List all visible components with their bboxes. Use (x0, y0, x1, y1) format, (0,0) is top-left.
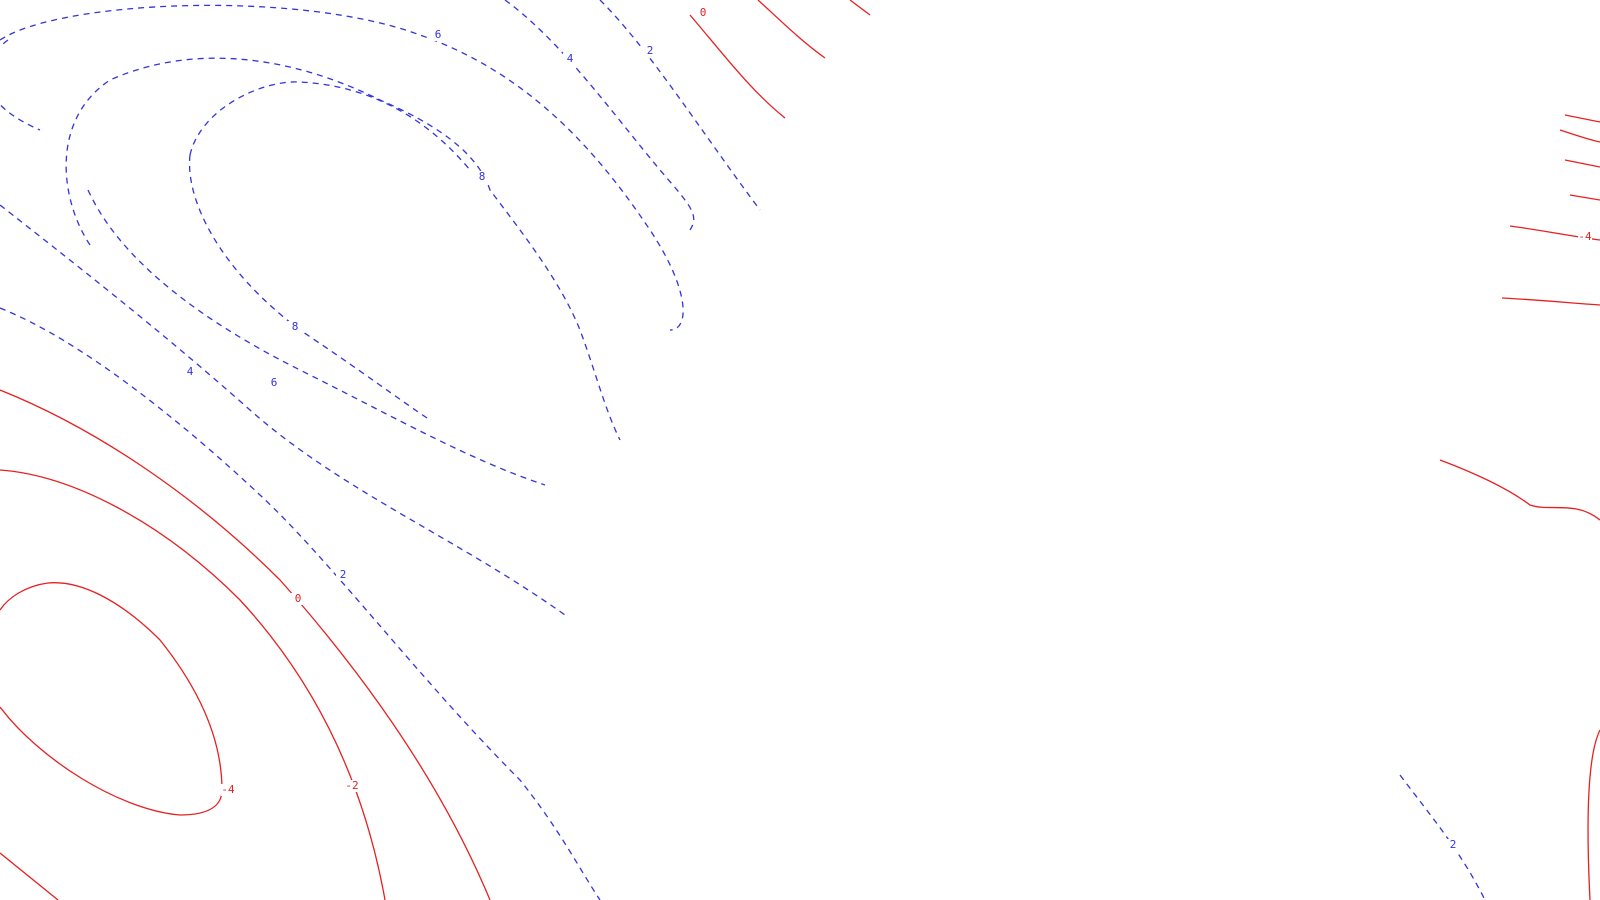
contour-line-level-neg4 (0, 852, 59, 900)
contour-line-level-0 (1439, 459, 1600, 521)
contour-line-level-0 (757, 0, 826, 59)
contour-line-level-6 (87, 189, 546, 486)
contour-line-level-neg4 (1501, 297, 1600, 306)
contour-label-background (291, 593, 305, 605)
contour-label-zero-top: 0 (700, 6, 707, 19)
contour-line-level-neg4 (1569, 194, 1600, 201)
contour-label-background (563, 53, 577, 65)
contour-labels: -4 -2 0 2 4 6 8 8 6 4 2 0 -4 2 (183, 6, 1592, 851)
contour-line-level-8 (65, 57, 621, 441)
contour-line-level-0 (0, 389, 491, 900)
contour-label-background (643, 45, 657, 57)
contour-label-two-right: 2 (1450, 838, 1457, 851)
contour-line-level-0 (689, 14, 786, 119)
contour-label-four-left: 4 (187, 365, 194, 378)
contour-line-level-neg2 (0, 469, 386, 900)
contour-label-neg4-left: -4 (221, 783, 235, 796)
contour-label-two-top: 2 (647, 44, 654, 57)
contour-label-neg2-left: -2 (345, 779, 358, 792)
contour-line-level-neg4 (0, 582, 223, 816)
contour-line-level-neg4 (1587, 729, 1600, 900)
contour-label-eight-upper: 8 (479, 170, 486, 183)
contour-label-background (696, 7, 710, 19)
contour-label-six-top: 6 (435, 28, 442, 41)
contour-label-background (288, 321, 302, 333)
contour-label-background (267, 377, 281, 389)
contour-line-level-neg4 (1564, 114, 1600, 123)
contour-label-eight-lower: 8 (292, 320, 299, 333)
contour-line-level-2 (599, 0, 761, 211)
contour-line-level-6 (0, 4, 684, 331)
contour-label-six-left: 6 (271, 376, 278, 389)
contour-line-level-4 (504, 0, 695, 231)
contour-label-background (475, 171, 489, 183)
contour-line-level-8 (189, 81, 471, 171)
contour-label-background (1446, 839, 1460, 851)
contour-label-four-top: 4 (567, 52, 574, 65)
contour-label-neg4-right: -4 (1578, 230, 1592, 243)
contour-line-level-2 (1399, 774, 1486, 900)
contour-line-level-8 (188, 154, 431, 421)
contour-label-background (345, 780, 359, 792)
contour-label-background (1578, 231, 1592, 243)
contour-line-level-6 (0, 39, 41, 131)
contour-label-background (221, 784, 235, 796)
contour-line-level-neg4 (1559, 129, 1600, 143)
contour-line-level-4 (0, 204, 566, 616)
contour-label-two-left: 2 (340, 568, 347, 581)
contour-line-level-neg4 (1564, 159, 1600, 168)
contour-label-background (431, 29, 445, 41)
contour-label-background (336, 569, 350, 581)
contour-label-background (183, 366, 197, 378)
contour-label-zero-left: 0 (295, 592, 302, 605)
contour-line-level-0 (849, 0, 871, 16)
